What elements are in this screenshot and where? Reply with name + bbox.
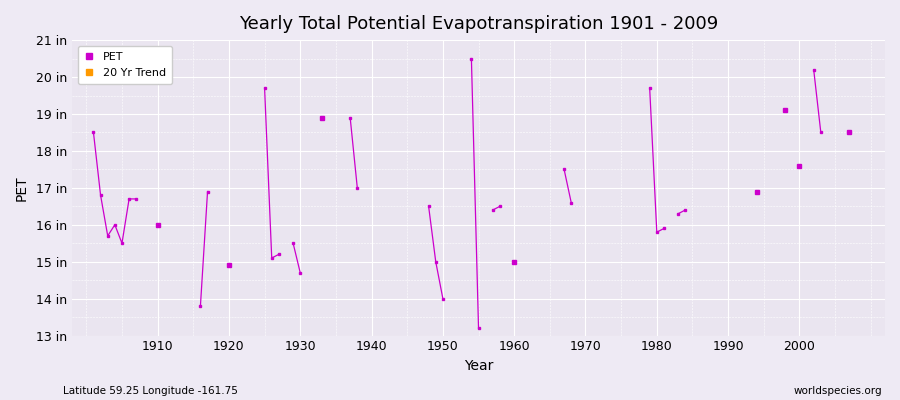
Text: worldspecies.org: worldspecies.org bbox=[794, 386, 882, 396]
Legend: PET, 20 Yr Trend: PET, 20 Yr Trend bbox=[77, 46, 172, 84]
X-axis label: Year: Year bbox=[464, 359, 493, 373]
Text: Latitude 59.25 Longitude -161.75: Latitude 59.25 Longitude -161.75 bbox=[63, 386, 238, 396]
Title: Yearly Total Potential Evapotranspiration 1901 - 2009: Yearly Total Potential Evapotranspiratio… bbox=[238, 15, 718, 33]
Y-axis label: PET: PET bbox=[15, 175, 29, 201]
